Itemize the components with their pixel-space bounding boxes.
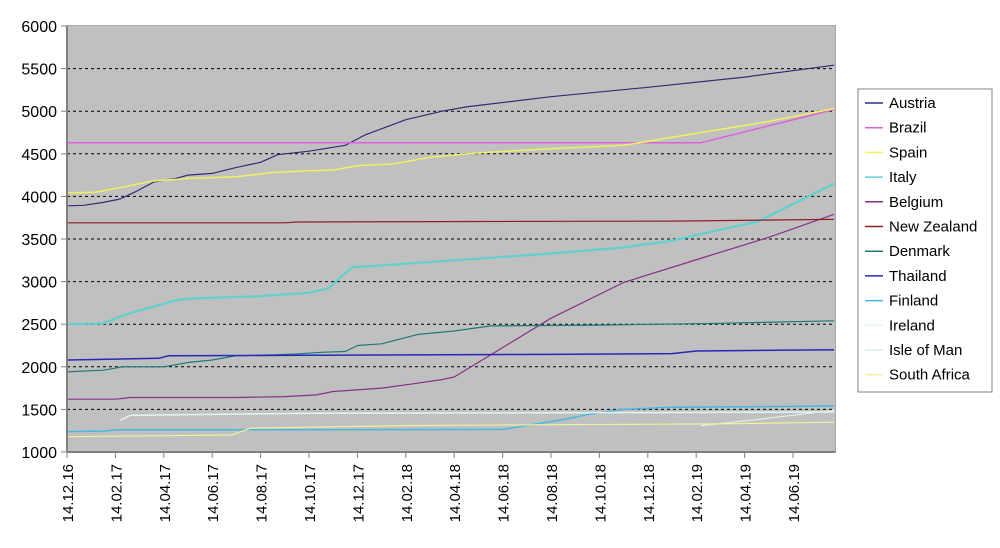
legend-label: New Zealand	[889, 219, 977, 236]
legend-box	[857, 88, 993, 393]
x-tick-label: 14.06.19	[786, 464, 803, 522]
y-tick-label: 2500	[21, 317, 57, 334]
y-tick-label: 1500	[21, 402, 57, 419]
y-tick-label: 5500	[21, 62, 57, 79]
legend-item: Thailand	[865, 268, 947, 285]
legend-item: Isle of Man	[865, 342, 962, 359]
legend: Austria Brazil Spain Italy Belgium New Zealan…	[857, 88, 993, 393]
y-axis-ticks: 1000 1500 2000 2500 3000 3500 4000 4500 5000 5500…	[21, 19, 67, 462]
gridlines	[67, 68, 835, 410]
legend-item: Ireland	[865, 317, 935, 334]
series-line-denmark	[66, 320, 835, 373]
series-line-austria	[66, 64, 835, 207]
y-tick-label: 6000	[21, 19, 57, 36]
x-tick-label: 14.12.17	[350, 464, 367, 522]
legend-label: Isle of Man	[889, 342, 962, 359]
legend-item: Spain	[865, 144, 927, 161]
x-tick-label: 14.04.18	[447, 464, 464, 522]
legend-label: Italy	[889, 169, 917, 186]
series-line-south-africa	[66, 421, 835, 438]
x-tick-label: 14.02.17	[108, 464, 125, 522]
x-tick-label: 14.06.18	[496, 464, 513, 522]
y-tick-label: 3500	[21, 232, 57, 249]
y-tick-label: 2000	[21, 360, 57, 377]
x-tick-label: 14.04.19	[738, 464, 755, 522]
series-line-thailand	[66, 349, 835, 361]
data-series	[66, 64, 835, 438]
legend-label: South Africa	[889, 367, 971, 384]
x-tick-label: 14.02.19	[689, 464, 706, 522]
series-line-new-zealand	[67, 218, 835, 224]
legend-label: Spain	[889, 144, 927, 161]
legend-item: South Africa	[865, 367, 971, 384]
y-tick-label: 4500	[21, 147, 57, 164]
x-tick-label: 14.04.17	[157, 464, 174, 522]
legend-item: Italy	[865, 169, 917, 186]
x-tick-label: 14.10.17	[302, 464, 319, 522]
x-tick-label: 14.12.16	[60, 464, 77, 522]
legend-label: Thailand	[889, 268, 947, 285]
x-tick-label: 14.12.18	[641, 464, 658, 522]
y-tick-label: 3000	[21, 275, 57, 292]
legend-label: Austria	[889, 95, 936, 112]
legend-item: New Zealand	[865, 219, 977, 236]
legend-item: Brazil	[865, 120, 927, 137]
series-line-ireland	[119, 411, 835, 422]
y-tick-label: 5000	[21, 104, 57, 121]
x-tick-label: 14.08.18	[544, 464, 561, 522]
legend-label: Finland	[889, 293, 938, 310]
legend-item: Austria	[865, 95, 936, 112]
x-tick-label: 14.06.17	[205, 464, 222, 522]
x-tick-label: 14.10.18	[592, 464, 609, 522]
legend-label: Denmark	[889, 243, 950, 260]
legend-label: Brazil	[889, 120, 927, 137]
legend-label: Belgium	[889, 194, 943, 211]
x-tick-label: 14.08.17	[254, 464, 271, 522]
series-line-belgium	[67, 213, 835, 400]
x-tick-label: 14.02.18	[399, 464, 416, 522]
x-axis-ticks: 14.12.16 14.02.17 14.04.17 14.06.17 14.08.17…	[60, 452, 803, 522]
series-line-spain	[66, 107, 835, 194]
y-tick-label: 1000	[21, 445, 57, 462]
series-line-brazil	[67, 108, 835, 144]
legend-item: Denmark	[865, 243, 950, 260]
legend-item: Belgium	[865, 194, 943, 211]
legend-label: Ireland	[889, 317, 935, 334]
series-line-italy	[66, 182, 835, 326]
y-tick-label: 4000	[21, 189, 57, 206]
legend-item: Finland	[865, 293, 938, 310]
